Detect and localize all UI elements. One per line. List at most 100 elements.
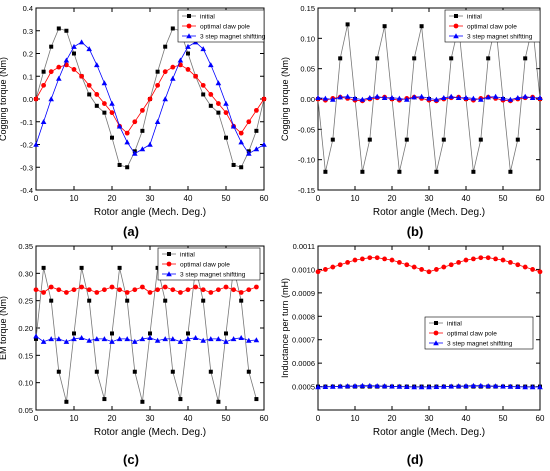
legend-marker-d-1 [433, 330, 439, 336]
data-point-c-2 [253, 337, 260, 343]
data-point-b-2 [359, 96, 366, 102]
y-axis-label-a: Cogging torque (Nm) [0, 57, 8, 141]
data-point-b-2 [418, 93, 425, 99]
data-point-c-2 [147, 335, 153, 341]
data-point-c-1 [170, 287, 176, 293]
data-point-a-0 [56, 26, 61, 31]
data-point-c-0 [117, 265, 122, 270]
data-point-d-2 [470, 382, 477, 388]
data-point-c-1 [162, 284, 168, 290]
x-tick-label-b: 10 [351, 194, 360, 203]
data-point-d-1 [404, 262, 410, 268]
data-point-d-1 [411, 264, 417, 270]
data-point-c-2 [185, 336, 191, 342]
data-point-a-1 [246, 119, 252, 125]
data-point-c-0 [239, 298, 244, 303]
data-point-b-2 [478, 96, 484, 102]
data-point-b-2 [441, 94, 447, 100]
data-point-c-2 [177, 338, 184, 344]
data-point-b-2 [522, 93, 528, 99]
x-tick-label-a: 60 [260, 194, 269, 203]
data-point-b-0 [434, 169, 439, 174]
data-point-a-2 [63, 57, 70, 63]
panel-label-c: (c) [123, 452, 139, 467]
data-point-b-2 [396, 95, 403, 101]
data-point-c-1 [216, 287, 221, 293]
data-point-c-2 [124, 336, 130, 342]
data-point-c-0 [94, 369, 99, 374]
data-point-a-1 [170, 64, 176, 70]
data-point-d-2 [529, 384, 536, 390]
y-tick-label-b: 0.05 [300, 65, 315, 74]
x-tick-label-d: 10 [351, 414, 360, 423]
x-tick-label-b: 60 [536, 194, 545, 203]
y-tick-label-c: 0.25 [18, 297, 33, 306]
data-point-b-2 [515, 94, 521, 100]
data-point-d-2 [389, 383, 395, 389]
data-point-c-2 [71, 336, 77, 342]
series-line-c-0 [35, 267, 257, 402]
y-axis-label-c: EM torque (Nm) [0, 296, 8, 360]
data-point-b-0 [419, 24, 424, 29]
data-point-d-2 [359, 382, 366, 388]
data-point-a-2 [78, 39, 85, 45]
data-point-a-0 [239, 165, 244, 170]
data-point-a-2 [246, 150, 252, 156]
x-axis-label-b: Rotor angle (Mech. Deg.) [373, 207, 485, 218]
data-point-a-0 [216, 110, 221, 115]
data-point-a-2 [101, 80, 108, 86]
legend-marker-b-0 [454, 14, 458, 18]
data-point-c-0 [163, 298, 168, 303]
data-point-c-0 [110, 331, 114, 336]
data-point-c-2 [40, 338, 47, 344]
x-tick-label-b: 50 [499, 194, 508, 203]
data-point-d-2 [315, 384, 321, 390]
data-point-b-2 [315, 94, 321, 100]
data-point-c-1 [33, 287, 39, 293]
data-point-a-0 [94, 103, 99, 108]
data-point-c-1 [238, 290, 244, 295]
data-point-c-2 [223, 338, 229, 344]
data-point-a-1 [79, 73, 84, 79]
data-point-b-0 [345, 22, 350, 27]
data-point-c-0 [201, 298, 206, 303]
y-tick-label-d: 0.0007 [292, 336, 315, 345]
data-point-d-1 [456, 260, 461, 265]
data-point-c-2 [63, 338, 70, 344]
data-point-a-2 [132, 150, 138, 156]
x-tick-label-c: 40 [184, 414, 193, 423]
data-point-b-0 [515, 137, 520, 142]
data-point-b-2 [426, 95, 432, 101]
data-point-c-0 [79, 265, 84, 270]
data-point-c-2 [154, 337, 161, 343]
data-point-a-0 [186, 51, 190, 56]
data-point-a-2 [200, 46, 206, 52]
data-point-c-0 [49, 298, 54, 303]
data-point-c-1 [208, 290, 214, 295]
data-point-d-2 [322, 384, 329, 390]
data-point-a-1 [109, 110, 115, 116]
data-point-c-1 [155, 287, 161, 293]
y-tick-label-a: -0.2 [20, 141, 33, 150]
data-point-b-2 [500, 95, 506, 101]
data-point-a-0 [41, 69, 46, 74]
y-tick-label-a: -0.1 [20, 118, 33, 127]
data-point-d-1 [389, 257, 395, 263]
data-point-d-2 [367, 382, 373, 388]
data-point-d-2 [492, 383, 499, 389]
data-point-c-0 [216, 399, 221, 404]
data-point-c-1 [231, 287, 237, 293]
data-point-a-1 [102, 101, 107, 106]
data-point-c-1 [178, 290, 183, 295]
y-tick-label-c: 0.30 [18, 269, 33, 278]
data-point-c-0 [64, 399, 69, 404]
data-point-a-2 [208, 62, 214, 68]
data-point-a-2 [253, 146, 260, 152]
data-point-a-1 [41, 82, 46, 88]
data-point-d-2 [537, 384, 543, 390]
data-point-d-2 [433, 384, 440, 390]
data-point-d-1 [493, 256, 498, 262]
data-point-b-2 [374, 93, 380, 99]
data-point-a-2 [215, 80, 222, 86]
data-point-b-0 [478, 137, 483, 142]
